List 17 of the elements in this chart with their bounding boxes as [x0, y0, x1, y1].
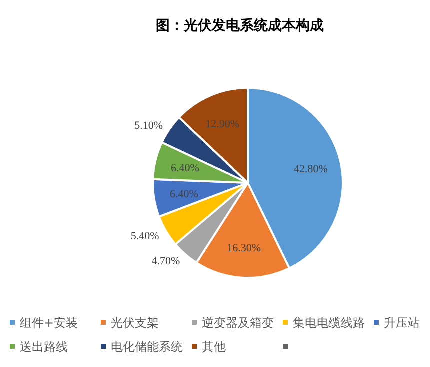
- data-label: 5.40%: [130, 230, 160, 242]
- data-label: 4.70%: [152, 255, 180, 268]
- data-label: 12.90%: [206, 118, 240, 131]
- data-label: 16.30%: [227, 242, 262, 254]
- legend-label: 逆变器及箱变: [202, 316, 274, 330]
- data-label: 6.40%: [170, 188, 198, 201]
- legend-label: 光伏支架: [111, 316, 159, 330]
- legend-label: 送出路线: [20, 340, 68, 354]
- data-label: 6.40%: [171, 162, 200, 175]
- legend-label: 组件+安装: [20, 316, 78, 330]
- legend-label: 其他: [202, 340, 226, 354]
- legend-label: 集电电缆线路: [293, 316, 365, 330]
- data-label: 42.80%: [294, 164, 328, 176]
- chart-title: 图：光伏发电系统成本构成: [156, 17, 324, 34]
- legend-label: 升压站: [384, 316, 420, 330]
- data-label: 5.10%: [134, 120, 163, 132]
- legend-label: 电化储能系统: [111, 340, 183, 354]
